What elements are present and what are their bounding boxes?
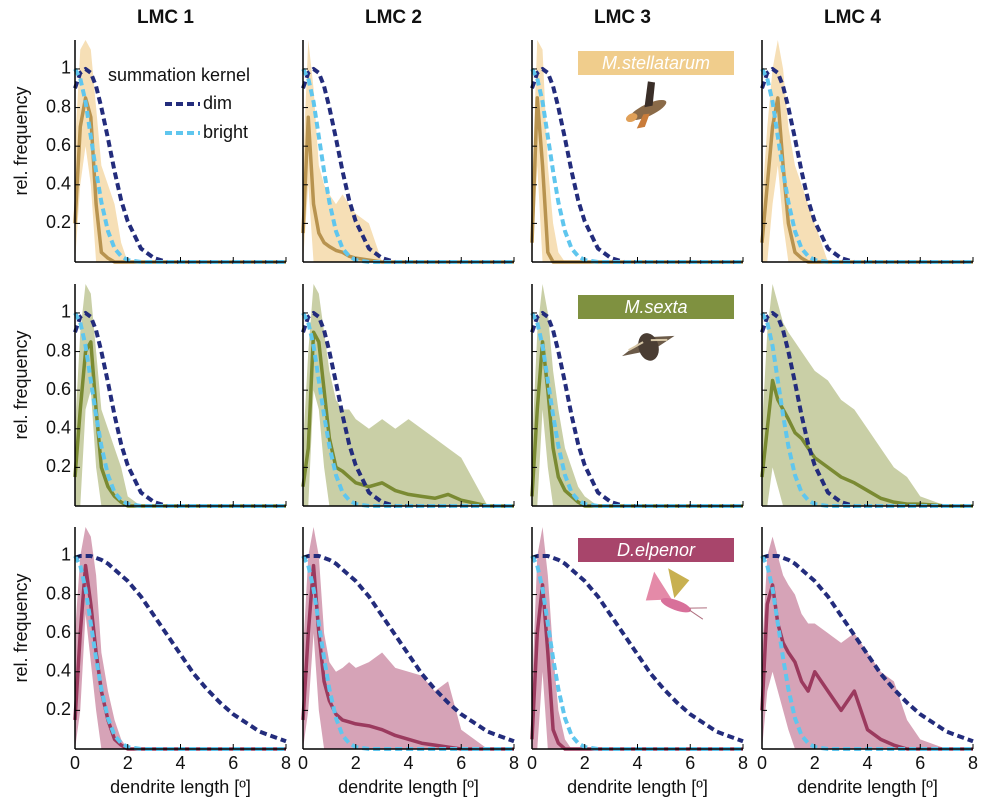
y-axis-label: rel. frequency [11, 573, 31, 682]
species-label: M.sexta [624, 297, 687, 317]
range-band [75, 284, 286, 506]
bright-kernel-line [530, 311, 743, 508]
y-tick-label: 1 [61, 58, 71, 78]
x-tick-label: 8 [281, 753, 291, 773]
panel: 0 2 4 6 8 dendrite length [º] [757, 527, 978, 797]
species-label-box [578, 538, 734, 562]
panel: 0.2 0.4 0.6 0.8 1 [46, 284, 287, 508]
mean-line [530, 583, 743, 751]
range-band [303, 527, 514, 749]
column-title: LMC 1 [137, 7, 194, 28]
bright-kernel-line [73, 311, 286, 508]
x-tick-label: 2 [351, 753, 361, 773]
x-tick-label: 4 [403, 753, 413, 773]
species-label-box [578, 295, 734, 319]
y-tick-label: 0.8 [46, 96, 71, 116]
x-tick-label: 8 [968, 753, 978, 773]
moth-icon [621, 333, 675, 361]
y-tick-label: 0.2 [46, 699, 71, 719]
x-tick-label: 6 [228, 753, 238, 773]
panel [760, 284, 974, 508]
x-tick-label: 0 [757, 753, 767, 773]
y-tick-label: 0.4 [46, 661, 71, 681]
y-tick-label: 0.4 [46, 418, 71, 438]
range-band [532, 40, 743, 262]
y-tick-label: 0.2 [46, 456, 71, 476]
panel: 0.2 0.4 0.6 0.8 1 [46, 40, 287, 264]
x-tick-label: 0 [298, 753, 308, 773]
bright-kernel-line [530, 67, 743, 264]
x-tick-label: 6 [456, 753, 466, 773]
bright-kernel-line [301, 67, 514, 264]
mean-line [530, 96, 743, 264]
moth-icon [625, 81, 667, 129]
mean-line [301, 330, 514, 508]
x-axis-label: dendrite length [º] [338, 777, 479, 797]
x-tick-label: 8 [738, 753, 748, 773]
x-tick-label: 6 [915, 753, 925, 773]
range-band [762, 536, 973, 749]
bright-kernel-line [530, 554, 743, 751]
bright-kernel-line [73, 67, 286, 264]
mean-line [760, 378, 973, 508]
bright-kernel-line [73, 554, 286, 751]
y-tick-label: 0.8 [46, 340, 71, 360]
y-tick-label: 0.6 [46, 622, 71, 642]
y-tick-label: 0.6 [46, 135, 71, 155]
panel [530, 284, 744, 508]
x-tick-label: 2 [810, 753, 820, 773]
panel [301, 284, 515, 508]
y-tick-label: 0.4 [46, 174, 71, 194]
x-tick-label: 8 [509, 753, 519, 773]
panel [530, 40, 744, 264]
y-tick-label: 1 [61, 302, 71, 322]
x-tick-label: 6 [685, 753, 695, 773]
dim-kernel-line [302, 553, 515, 744]
range-band [303, 284, 514, 506]
range-band [303, 40, 514, 262]
range-band [532, 284, 743, 506]
x-tick-label: 0 [70, 753, 80, 773]
x-tick-label: 4 [632, 753, 642, 773]
x-axis-label: dendrite length [º] [567, 777, 708, 797]
range-band [762, 284, 973, 506]
column-title: LMC 3 [594, 7, 651, 28]
panel: 0 2 4 6 8 dendrite length [º] [527, 527, 748, 797]
y-tick-label: 1 [61, 545, 71, 565]
species-label: D.elpenor [617, 540, 696, 560]
legend-title: summation kernel [108, 65, 250, 85]
legend-label: bright [203, 122, 248, 142]
y-axis-label: rel. frequency [11, 330, 31, 439]
dim-kernel-line [74, 553, 287, 744]
y-tick-label: 0.6 [46, 379, 71, 399]
mean-line [73, 340, 286, 508]
panel: 0.2 0.4 0.6 0.8 1 0 2 4 6 8 dendrite length [º] [46, 527, 291, 797]
y-axis-label: rel. frequency [11, 86, 31, 195]
panel [760, 40, 974, 264]
y-tick-label: 0.8 [46, 583, 71, 603]
moth-icon [645, 568, 707, 620]
y-tick-label: 0.2 [46, 212, 71, 232]
range-band [75, 40, 286, 262]
dim-kernel-line [531, 553, 744, 744]
x-tick-label: 2 [123, 753, 133, 773]
mean-line [301, 563, 514, 751]
panel: 0 2 4 6 8 dendrite length [º] [298, 527, 519, 797]
panel [301, 40, 515, 264]
x-tick-label: 2 [580, 753, 590, 773]
column-title: LMC 4 [824, 7, 881, 28]
x-axis-label: dendrite length [º] [110, 777, 251, 797]
x-axis-label: dendrite length [º] [797, 777, 938, 797]
range-band [762, 40, 973, 262]
moth-icons [621, 81, 707, 620]
column-title: LMC 2 [365, 7, 422, 28]
species-label: M.stellatarum [602, 53, 710, 73]
species-label-box [578, 51, 734, 75]
dim-kernel-line [761, 553, 974, 744]
x-tick-label: 4 [175, 753, 185, 773]
x-tick-label: 0 [527, 753, 537, 773]
x-tick-label: 4 [862, 753, 872, 773]
legend-label: dim [203, 93, 232, 113]
